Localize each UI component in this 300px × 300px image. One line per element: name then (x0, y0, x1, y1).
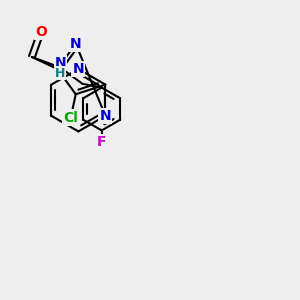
Text: Cl: Cl (63, 110, 78, 124)
Text: N: N (100, 109, 111, 123)
Text: N: N (70, 37, 82, 51)
Text: N: N (73, 62, 84, 76)
Text: F: F (97, 135, 106, 149)
Text: O: O (35, 25, 47, 39)
Text: H: H (55, 67, 65, 80)
Text: N: N (54, 56, 66, 70)
